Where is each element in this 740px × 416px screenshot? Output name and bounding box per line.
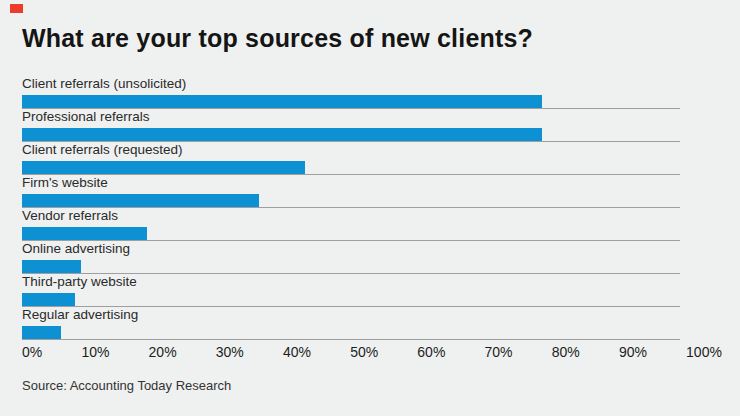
chart-row: Third-party website [22,274,680,307]
chart-row: Client referrals (unsolicited) [22,76,680,109]
x-tick-label: 70% [485,344,513,360]
bar [22,326,61,339]
bar-label: Regular advertising [22,307,680,323]
bar-label: Third-party website [22,274,680,290]
chart-row: Vendor referrals [22,208,680,241]
chart-row: Client referrals (requested) [22,142,680,175]
bar [22,128,542,141]
chart-row: Firm's website [22,175,680,208]
x-tick-label: 60% [417,344,445,360]
bar-label: Online advertising [22,241,680,257]
x-tick-label: 90% [619,344,647,360]
bar-track [22,128,680,142]
bar [22,227,147,240]
x-tick-label: 40% [283,344,311,360]
chart-title: What are your top sources of new clients… [22,24,533,53]
bar-label: Client referrals (requested) [22,142,680,158]
bar-label: Professional referrals [22,109,680,125]
bar-label: Client referrals (unsolicited) [22,76,680,92]
bar [22,95,542,108]
bar [22,293,75,306]
bar-label: Firm's website [22,175,680,191]
x-tick-label: 0% [22,344,42,360]
x-tick-label: 100% [686,344,722,360]
brand-mark [10,4,23,13]
chart-rows: Client referrals (unsolicited) Profession… [22,76,680,340]
bar-track [22,326,680,340]
bar-track [22,227,680,241]
x-tick-label: 50% [350,344,378,360]
bar [22,161,305,174]
source-credit: Source: Accounting Today Research [22,378,231,393]
x-tick-label: 30% [216,344,244,360]
x-tick-label: 20% [149,344,177,360]
x-axis: 0% 10% 20% 30% 40% 50% 60% 70% 80% 90% 100% [22,344,722,360]
x-tick-label: 80% [552,344,580,360]
chart-card: What are your top sources of new clients… [0,0,740,416]
bar-track [22,293,680,307]
chart-row: Professional referrals [22,109,680,142]
bar [22,260,81,273]
chart-row: Regular advertising [22,307,680,340]
bar [22,194,259,207]
bar-track [22,260,680,274]
bar-track [22,161,680,175]
x-tick-label: 10% [81,344,109,360]
bar-label: Vendor referrals [22,208,680,224]
chart-row: Online advertising [22,241,680,274]
bar-track [22,95,680,109]
bar-track [22,194,680,208]
